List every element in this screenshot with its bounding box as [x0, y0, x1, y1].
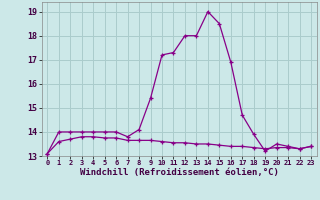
X-axis label: Windchill (Refroidissement éolien,°C): Windchill (Refroidissement éolien,°C): [80, 168, 279, 177]
